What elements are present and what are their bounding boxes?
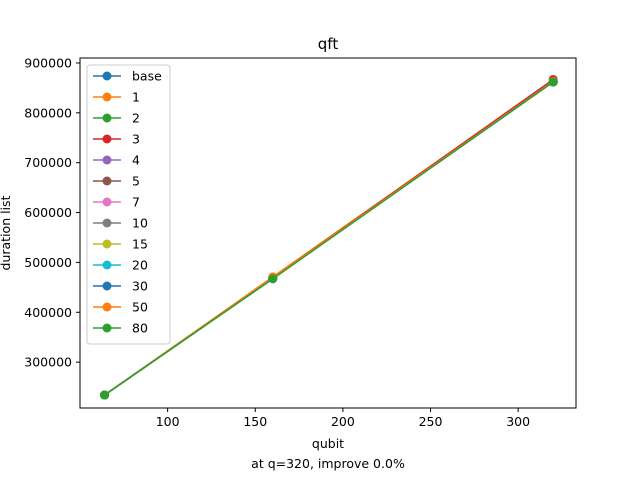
y-tick-label: 700000 [24,155,72,170]
legend-swatch-marker [102,176,112,186]
legend-swatch-marker [102,113,112,123]
footnote-text: at q=320, improve 0.0% [251,456,405,471]
y-tick-label: 800000 [24,105,72,120]
legend-swatch-marker [102,134,112,144]
y-tick-label: 600000 [24,205,72,220]
y-tick-label: 400000 [24,305,72,320]
legend-swatch-marker [102,302,112,312]
x-tick-label: 300 [506,414,530,429]
legend-label: 1 [132,90,140,105]
legend-label: 50 [132,300,148,315]
plot-area [100,74,558,400]
x-tick-label: 250 [419,414,443,429]
legend: base 1 2 3 4 5 7 10 15 20 30 50 80 [86,64,171,345]
y-tick-label: 900000 [24,55,72,70]
legend-label: 5 [132,174,140,189]
legend-swatch-marker [102,260,112,270]
axis-ticks: 100 150 200 250 3003000004000005000006000007… [24,55,530,429]
legend-box [86,64,171,345]
legend-swatch-marker [102,281,112,291]
x-tick-label: 150 [243,414,267,429]
legend-label: 2 [132,111,140,126]
legend-swatch-marker [102,239,112,249]
y-axis-label: duration list [0,195,13,270]
legend-label: 30 [132,279,148,294]
legend-label: 80 [132,321,148,336]
axes-frame [79,57,577,409]
x-tick-label: 200 [331,414,355,429]
data-point-80 [268,274,278,284]
x-axis-label: qubit [312,436,344,451]
legend-label: base [132,69,162,84]
legend-swatch-marker [102,197,112,207]
legend-label: 20 [132,258,148,273]
legend-label: 7 [132,195,140,210]
legend-swatch-marker [102,218,112,228]
legend-label: 3 [132,132,140,147]
legend-label: 4 [132,153,140,168]
chart-title: qft [318,35,339,53]
y-tick-label: 300000 [24,355,72,370]
y-tick-label: 500000 [24,255,72,270]
data-point-80 [548,77,558,87]
legend-label: 15 [132,237,148,252]
data-point-80 [100,390,110,400]
legend-swatch-marker [102,92,112,102]
x-tick-label: 100 [156,414,180,429]
legend-swatch-marker [102,323,112,333]
legend-swatch-marker [102,71,112,81]
legend-swatch-marker [102,155,112,165]
legend-label: 10 [132,216,148,231]
